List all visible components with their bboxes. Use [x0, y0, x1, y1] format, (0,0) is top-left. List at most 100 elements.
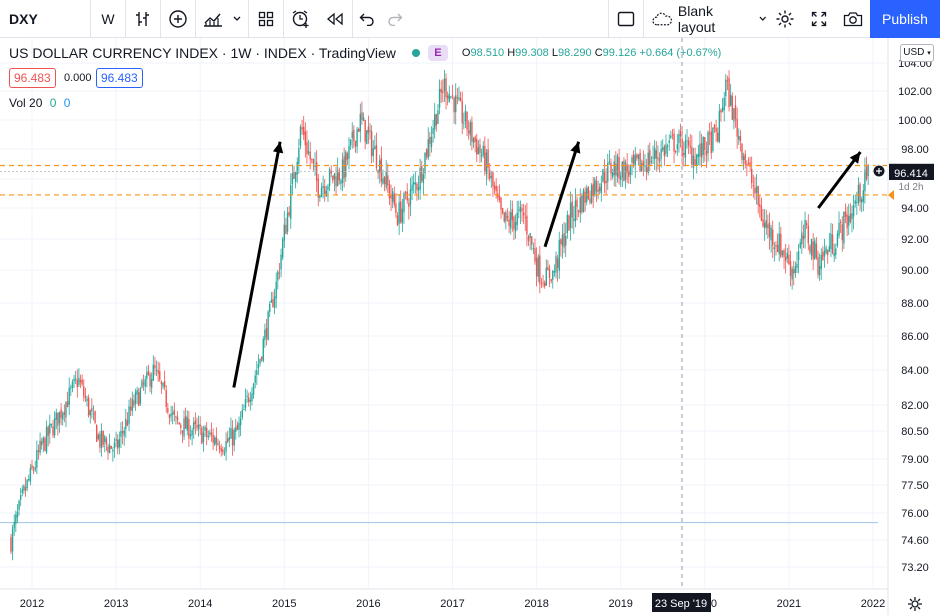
- candle-body: [762, 219, 764, 227]
- candle-body: [589, 198, 591, 203]
- candle-body: [196, 425, 198, 428]
- price-tick-label: 92.00: [901, 234, 929, 246]
- candle-body: [788, 254, 790, 265]
- candle-body: [327, 186, 329, 190]
- candle-body: [728, 77, 730, 108]
- candle-body: [286, 212, 289, 232]
- candle-body: [175, 416, 177, 418]
- trend-arrow[interactable]: [817, 151, 862, 209]
- candle-body: [519, 206, 522, 213]
- candle-body: [176, 416, 179, 421]
- candle-body: [336, 170, 339, 186]
- candle-body: [671, 134, 674, 136]
- settings-button[interactable]: [768, 0, 802, 38]
- time-scale-settings-button[interactable]: [908, 597, 922, 611]
- candle-body: [244, 398, 247, 409]
- candle-body: [603, 171, 606, 184]
- chart-legend[interactable]: US DOLLAR CURRENCY INDEX · 1W · INDEX · …: [9, 45, 721, 61]
- candle-body: [351, 131, 353, 139]
- symbol-search-button[interactable]: DXY: [9, 10, 38, 27]
- candle-body: [425, 149, 428, 157]
- snapshot-button[interactable]: [836, 0, 870, 38]
- candle-body: [571, 201, 573, 218]
- candle-body: [388, 184, 391, 199]
- current-price-label: 96.414 1d 2h: [889, 163, 934, 193]
- candle-body: [805, 223, 808, 226]
- candle-body: [81, 379, 83, 385]
- fullscreen-button[interactable]: [802, 0, 836, 38]
- trend-arrow[interactable]: [543, 141, 581, 248]
- publish-button[interactable]: Publish: [870, 0, 940, 38]
- events-badge[interactable]: E: [427, 45, 448, 61]
- layout-menu-button[interactable]: Blank layout: [644, 0, 768, 38]
- candle-body: [652, 157, 654, 159]
- candle-body: [249, 399, 252, 402]
- replay-button[interactable]: [318, 0, 352, 38]
- candle-body: [445, 78, 447, 98]
- candle-body: [663, 146, 666, 156]
- candle-body: [246, 395, 248, 397]
- candle-body: [676, 144, 679, 150]
- candle-body: [510, 212, 512, 229]
- add-alert-button[interactable]: [872, 164, 886, 178]
- candle-body: [338, 172, 340, 181]
- candle-body: [50, 423, 53, 426]
- candle-body: [86, 398, 88, 401]
- candle-body: [123, 430, 125, 436]
- candle-body: [820, 254, 822, 269]
- trend-arrow[interactable]: [232, 141, 284, 388]
- undo-button[interactable]: [353, 0, 381, 38]
- indicators-add-button[interactable]: [161, 0, 195, 38]
- candle-body: [330, 170, 332, 174]
- candle-body: [357, 128, 360, 132]
- candle-body: [456, 97, 459, 99]
- time-scale[interactable]: 2012201320142015201620172018201920202021…: [20, 598, 885, 610]
- interval-button[interactable]: W: [101, 10, 115, 27]
- candle-body: [506, 215, 509, 219]
- volume-legend[interactable]: Vol 20 0 0: [9, 96, 70, 110]
- candle-body: [147, 370, 150, 375]
- fullscreen-layout-button[interactable]: [609, 0, 643, 38]
- candle-body: [100, 430, 103, 448]
- candle-body: [71, 381, 74, 388]
- candle-body: [165, 390, 167, 408]
- candle-body: [569, 202, 572, 229]
- candle-body: [238, 422, 240, 430]
- redo-button[interactable]: [381, 0, 409, 38]
- candle-body: [723, 97, 725, 110]
- candle-body: [692, 155, 695, 168]
- candle-body: [375, 145, 378, 168]
- candle-body: [618, 157, 620, 179]
- candle-body: [568, 215, 570, 231]
- price-scale[interactable]: 104.00102.00100.0098.0096.0094.0092.0090…: [898, 58, 932, 574]
- candle-body: [194, 420, 197, 425]
- templates-button[interactable]: [249, 0, 283, 38]
- indicators-button[interactable]: [196, 0, 248, 38]
- candle-body: [741, 143, 743, 160]
- candle-body: [68, 387, 70, 405]
- currency-select[interactable]: USD ▾: [900, 44, 934, 62]
- price-tick-label: 90.00: [901, 265, 929, 277]
- candle-body: [825, 247, 827, 253]
- candle-body: [299, 126, 302, 146]
- candle-body: [296, 161, 298, 175]
- candle-body: [734, 105, 737, 120]
- bar-style-button[interactable]: [126, 0, 160, 38]
- candle-body: [584, 191, 586, 203]
- candle-body: [647, 152, 649, 174]
- candle-body: [662, 147, 664, 150]
- candle-body: [252, 383, 255, 395]
- candle-body: [851, 213, 853, 220]
- candle-body: [359, 113, 362, 132]
- time-tick-label: 2017: [440, 598, 464, 610]
- candle-body: [524, 216, 526, 218]
- candle-body: [679, 131, 682, 137]
- candle-body: [736, 118, 738, 137]
- candle-body: [385, 172, 387, 188]
- candle-body: [765, 220, 767, 228]
- candle-body: [341, 159, 344, 184]
- candle-body: [513, 216, 515, 230]
- candle-body: [469, 122, 471, 136]
- price-chart[interactable]: 104.00102.00100.0098.0096.0094.0092.0090…: [0, 38, 940, 615]
- alert-button[interactable]: [284, 0, 318, 38]
